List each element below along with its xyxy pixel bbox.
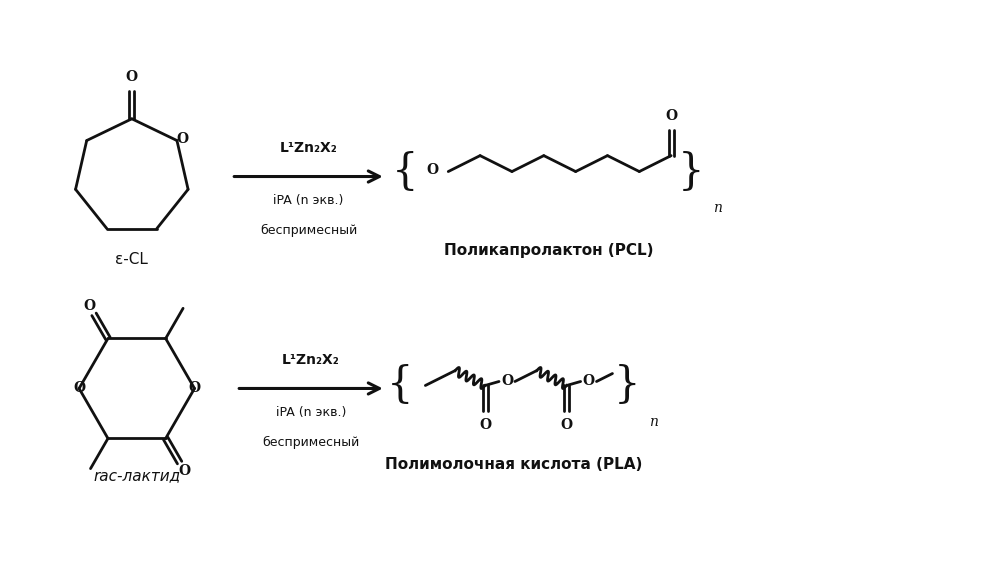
Text: O: O — [177, 131, 189, 145]
Text: O: O — [582, 375, 595, 389]
Text: }: } — [614, 365, 641, 407]
Text: O: O — [561, 419, 573, 433]
Text: O: O — [665, 109, 677, 123]
Text: Поликапролактон (PCL): Поликапролактон (PCL) — [444, 243, 653, 258]
Text: O: O — [501, 375, 513, 389]
Text: iPA (n экв.): iPA (n экв.) — [276, 406, 346, 420]
Text: iPA (n экв.): iPA (n экв.) — [273, 195, 344, 208]
Text: L¹Zn₂X₂: L¹Zn₂X₂ — [282, 352, 340, 366]
Text: }: } — [678, 150, 704, 192]
Text: L¹Zn₂X₂: L¹Zn₂X₂ — [280, 141, 337, 155]
Text: O: O — [126, 70, 138, 84]
Text: O: O — [83, 299, 95, 313]
Text: ε-CL: ε-CL — [115, 252, 148, 267]
Text: O: O — [178, 464, 191, 478]
Text: n: n — [649, 415, 658, 429]
Text: {: { — [387, 365, 414, 407]
Text: O: O — [188, 381, 201, 396]
Text: n: n — [713, 201, 722, 215]
Text: rac-лактид: rac-лактид — [93, 468, 180, 483]
Text: беспримесный: беспримесный — [262, 436, 360, 449]
Text: беспримесный: беспримесный — [260, 224, 357, 237]
Text: O: O — [479, 419, 491, 433]
Text: {: { — [392, 150, 419, 192]
Text: O: O — [73, 381, 85, 396]
Text: O: O — [426, 163, 438, 177]
Text: Полимолочная кислота (PLA): Полимолочная кислота (PLA) — [385, 457, 643, 472]
